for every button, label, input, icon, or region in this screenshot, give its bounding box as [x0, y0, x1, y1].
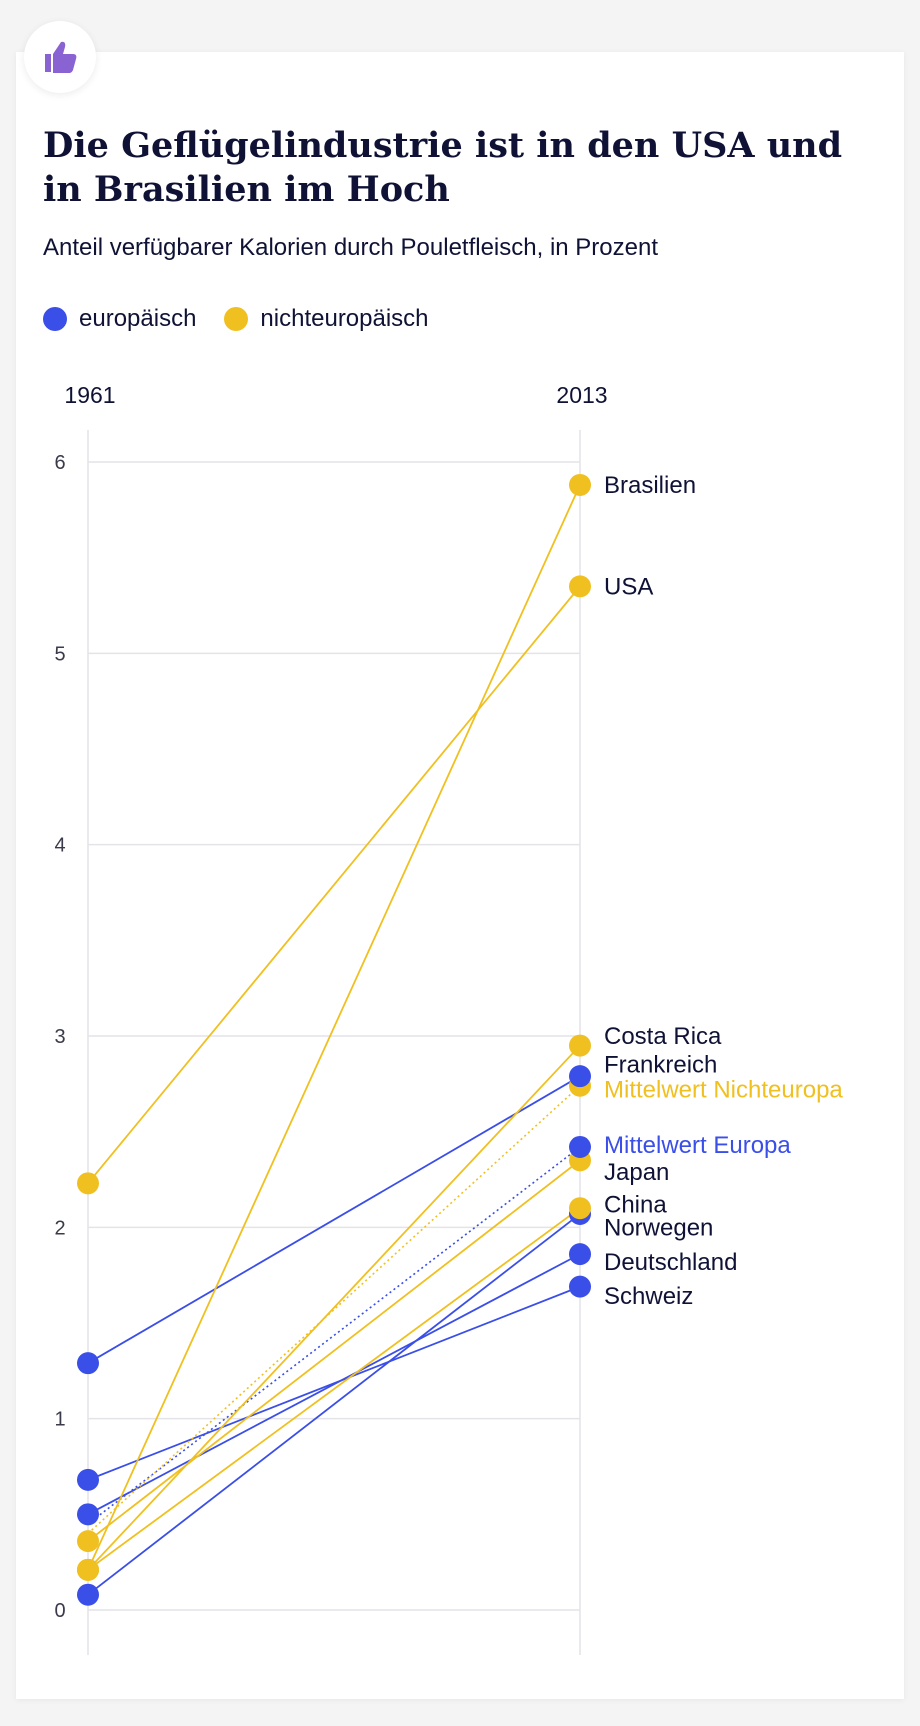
x-tick-label: 2013: [556, 382, 607, 408]
line-costa-rica: [87, 1044, 581, 1571]
legend: europäisch nichteuropäisch: [43, 305, 457, 333]
dot-2013-usa: [569, 575, 591, 598]
label-japan: Japan: [604, 1159, 669, 1186]
y-tick-label: 3: [54, 1026, 65, 1048]
legend-item-noneuropean: nichteuropäisch: [224, 305, 429, 333]
line-deutschland: [87, 1253, 581, 1516]
dot-2013-frankreich: [569, 1065, 591, 1088]
line-mittelwert-europa: [87, 1146, 581, 1525]
legend-label-european: europäisch: [79, 305, 197, 332]
chart-title: Die Geflügelindustrie ist in den USA und…: [43, 125, 843, 210]
line-norwegen: [87, 1213, 581, 1596]
legend-dot-european: [43, 307, 67, 331]
y-tick-label: 0: [54, 1600, 65, 1622]
y-tick-label: 4: [54, 835, 65, 857]
line-frankreich: [87, 1075, 581, 1364]
dot-1961-japan: [77, 1530, 99, 1553]
dot-1961-usa: [77, 1172, 99, 1195]
y-tick-label: 2: [54, 1217, 65, 1239]
label-deutschland: Deutschland: [604, 1249, 737, 1276]
y-tick-label: 5: [54, 643, 65, 665]
label-norwegen: Norwegen: [604, 1214, 713, 1241]
dot-2013-costa-rica: [569, 1034, 591, 1057]
badge: [24, 21, 96, 93]
dot-2013-brasilien: [569, 473, 591, 496]
line-brasilien: [87, 484, 581, 1571]
line-japan: [87, 1159, 581, 1542]
line-usa: [87, 585, 581, 1184]
dot-1961-schweiz: [77, 1468, 99, 1491]
grid: [88, 461, 580, 1611]
dot-1961-norwegen: [77, 1583, 99, 1606]
label-schweiz: Schweiz: [604, 1283, 693, 1310]
legend-label-noneuropean: nichteuropäisch: [260, 305, 429, 332]
axes: 0 1 2 3 4 5 6 1961 2013: [54, 382, 608, 1655]
x-tick-label: 1961: [64, 382, 115, 408]
label-frankreich: Frankreich: [604, 1052, 717, 1079]
label-china: China: [604, 1191, 667, 1218]
line-china: [87, 1207, 581, 1571]
legend-dot-noneuropean: [224, 307, 249, 331]
chart-card: [16, 52, 904, 1699]
y-tick-label: 1: [54, 1409, 65, 1431]
dot-2013-deutschland: [569, 1243, 591, 1266]
dot-2013-mittelwert-europa: [569, 1135, 591, 1158]
label-mittelwert-europa: Mittelwert Europa: [604, 1132, 791, 1159]
y-tick-label: 6: [54, 452, 65, 474]
label-mittelwert-nichteuropa: Mittelwert Nichteuropa: [604, 1077, 843, 1104]
dot-2013-china: [569, 1197, 591, 1220]
label-costa-rica: Costa Rica: [604, 1023, 722, 1050]
legend-item-european: europäisch: [43, 305, 196, 333]
series-lines: [87, 484, 581, 1596]
line-mittelwert-nichteuropa: [87, 1085, 581, 1535]
dot-1961-brasilien: [77, 1558, 99, 1581]
label-usa: USA: [604, 573, 653, 600]
chart-subtitle: Anteil verfügbarer Kalorien durch Poulet…: [43, 234, 658, 261]
series-dots: [77, 473, 591, 1606]
thumbs-up-icon: [45, 41, 77, 73]
dot-1961-deutschland: [77, 1503, 99, 1526]
label-brasilien: Brasilien: [604, 472, 696, 499]
dot-2013-schweiz: [569, 1275, 591, 1298]
dot-1961-frankreich: [77, 1352, 99, 1375]
